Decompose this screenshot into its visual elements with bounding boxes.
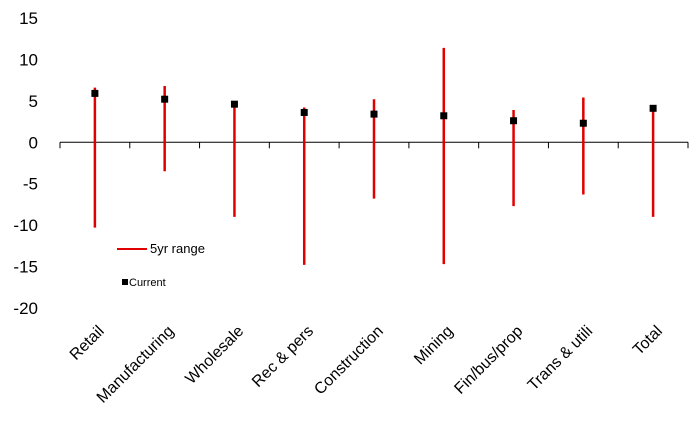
legend-current-swatch [122,279,128,285]
current-point [370,110,378,118]
category-label: Mining [411,323,456,368]
current-point [510,117,518,125]
legend-current-label: Current [129,277,166,289]
category-label: Retail [67,323,108,364]
legend-range-label: 5yr range [150,241,205,256]
y-tick-label: 0 [29,133,38,152]
y-tick-label: 10 [19,50,38,69]
category-label: Rec & pers [249,323,317,391]
current-point [300,108,308,116]
current-point [649,104,657,112]
y-tick-label: -10 [13,216,38,235]
current-point [579,119,587,127]
category-label: Fin/bus/prop [451,323,526,398]
category-label: Construction [311,323,387,399]
category-label: Total [630,323,666,359]
category-label: Trans & utili [525,323,596,394]
y-tick-label: 5 [29,92,38,111]
current-point [440,112,448,120]
category-label: Wholesale [182,323,247,388]
current-point [91,89,99,97]
y-tick-label: 15 [19,9,38,28]
current-point [230,100,238,108]
current-series [91,89,657,127]
current-point [161,95,169,103]
x-axis-tick-marks [59,142,689,149]
y-tick-label: -20 [13,299,38,318]
range-series [93,47,655,265]
y-axis-tick-labels: 15 10 5 0 -5 -10 -15 -20 [13,9,38,318]
y-tick-label: -5 [23,175,38,194]
legend: 5yr range Current [117,241,205,289]
y-tick-label: -15 [13,258,38,277]
